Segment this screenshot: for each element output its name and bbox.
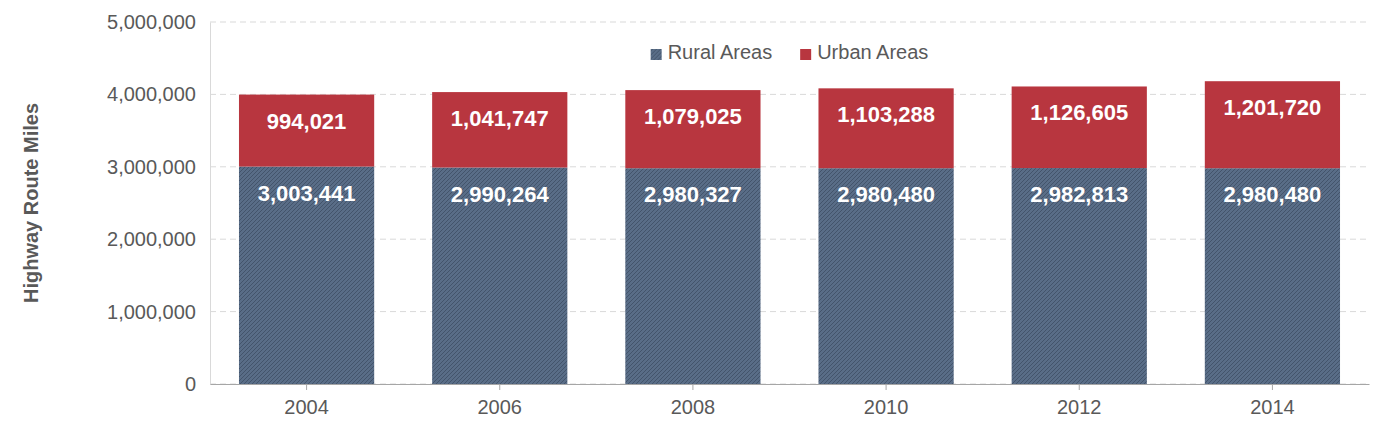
x-tick: 2010 [864,384,909,418]
y-tick-label: 4,000,000 [107,83,196,105]
bar [1205,168,1340,384]
data-label: 2,982,813 [1030,182,1128,207]
legend: Rural Areas Urban Areas [651,41,929,63]
data-label: 2,980,480 [837,182,935,207]
x-tick-mark [306,384,307,390]
data-label: 994,021 [267,109,347,134]
bar [1205,81,1340,168]
y-tick-label: 3,000,000 [107,156,196,178]
x-tick-mark [692,384,693,390]
x-axis-line [211,384,1370,385]
x-tick: 2004 [284,384,329,418]
grid-line [210,22,1369,23]
bar [1012,86,1147,168]
data-label: 1,079,025 [644,104,742,129]
data-label: 2,980,480 [1223,182,1321,207]
y-tick-label: 5,000,000 [107,11,196,33]
legend-label: Rural Areas [668,41,773,63]
data-label: 1,041,747 [451,106,549,131]
data-label: 2,990,264 [451,182,550,207]
plot-area: 0 1,000,000 2,000,000 3,000,000 4,000,000 5,0… [107,11,1369,418]
data-labels: 3,003,441 2,990,264 2,980,327 2,980,480 2,98… [258,95,1322,207]
data-label: 3,003,441 [258,181,356,206]
y-tick-label: 1,000,000 [107,301,196,323]
x-tick-label: 2004 [284,396,329,418]
bar [432,168,567,384]
x-tick: 2006 [478,384,523,418]
y-axis-line [210,23,211,385]
grid-line [210,311,1369,312]
bar [1012,168,1147,384]
y-tick-label: 2,000,000 [107,228,196,250]
y-axis-title: Highway Route Miles [20,103,42,303]
data-label: 1,126,605 [1030,100,1128,125]
bar [432,92,567,167]
x-tick-label: 2008 [671,396,716,418]
bars [239,81,1340,384]
bar [239,95,374,167]
y-tick: 0 [185,373,210,395]
series-bars [239,81,1340,168]
data-label: 1,201,720 [1223,95,1321,120]
grid [210,22,1369,384]
x-tick: 2012 [1057,384,1102,418]
y-tick: 2,000,000 [107,228,210,250]
bar [625,90,760,168]
x-axis: 2004 2006 2008 2010 2012 2014 [211,384,1370,418]
x-tick-mark [886,384,887,390]
y-tick: 4,000,000 [107,83,210,105]
grid-line [210,239,1369,240]
series-bars [239,167,1340,384]
y-tick-label: 0 [185,373,196,395]
legend-label: Urban Areas [817,41,928,63]
data-label: 1,103,288 [837,102,935,127]
grid-line [210,94,1369,95]
legend-swatch [651,49,662,60]
x-tick-mark [1079,384,1080,390]
grid-line [210,166,1369,167]
x-tick: 2014 [1250,384,1295,418]
data-label: 2,980,327 [644,182,742,207]
y-tick: 1,000,000 [107,301,210,323]
bar [818,168,953,384]
y-tick: 5,000,000 [107,11,210,33]
x-tick-label: 2006 [478,396,523,418]
bar [818,88,953,168]
chart: 0 1,000,000 2,000,000 3,000,000 4,000,000 5,0… [0,0,1375,440]
y-axis: 0 1,000,000 2,000,000 3,000,000 4,000,000 5,0… [107,11,210,395]
y-tick: 3,000,000 [107,156,210,178]
legend-item: Urban Areas [800,41,928,63]
x-tick-label: 2012 [1057,396,1102,418]
x-tick-label: 2014 [1250,396,1295,418]
bar [239,167,374,384]
legend-swatch [800,49,811,60]
bar [625,168,760,384]
x-tick-mark [499,384,500,390]
grid-line [210,384,1369,385]
legend-item: Rural Areas [651,41,773,63]
x-tick-label: 2010 [864,396,909,418]
x-tick-mark [1272,384,1273,390]
x-tick: 2008 [671,384,716,418]
